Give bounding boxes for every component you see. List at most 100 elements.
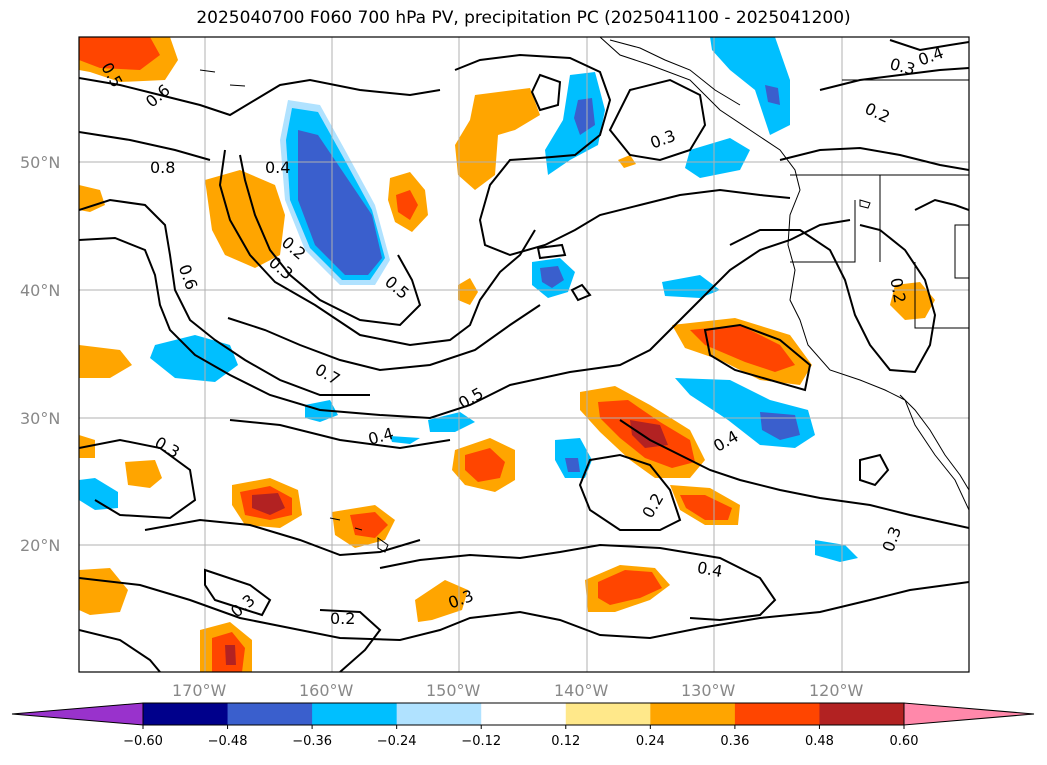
contour-label: 0.2 [886, 276, 909, 304]
pv-contour [79, 131, 211, 161]
coastline-layer [199, 37, 969, 553]
precip-negative-area [565, 458, 580, 472]
pv-contour [79, 577, 969, 642]
us-state-border [790, 200, 856, 263]
contour-label: 0.2 [330, 609, 355, 628]
contour-label: 0.8 [150, 158, 175, 177]
precip-positive-area [415, 580, 468, 622]
pv-contour [218, 149, 536, 347]
colorbar-segment [734, 703, 820, 725]
pv-contour [79, 219, 851, 420]
precip-negative-area [428, 412, 475, 432]
lon-label: 120°W [809, 681, 864, 700]
pv-contour [79, 198, 370, 396]
precip-positive-area [125, 460, 162, 488]
pv-contour [859, 453, 890, 487]
pv-contour [144, 518, 421, 557]
precip-positive-area [252, 493, 285, 515]
precip-negative-area [574, 98, 595, 135]
pv-contour [79, 629, 161, 672]
precip-negative-area [815, 540, 858, 562]
pv-contour [578, 453, 682, 531]
precip-positive-area [79, 185, 105, 212]
precip-positive-area [598, 570, 662, 605]
lat-label: 20°N [20, 536, 60, 555]
pv-contour [779, 146, 969, 171]
contour-label: 0.2 [862, 99, 893, 127]
precip-negative-area [685, 138, 750, 178]
colorbar-segment [312, 703, 398, 725]
colorbar-segment [565, 703, 651, 725]
precip-positive-area [890, 282, 935, 320]
precip-negative-area [662, 275, 720, 298]
precip-negative-area [298, 130, 382, 275]
pv-contour [536, 243, 567, 260]
pv-contour [703, 323, 812, 392]
colorbar-segment [143, 703, 229, 725]
precipitation-fill-layer [79, 37, 935, 672]
pv-contour [914, 198, 969, 211]
colorbar-segment [819, 703, 905, 725]
colorbar-extend-max [903, 702, 1035, 726]
precip-positive-area [350, 512, 388, 538]
lon-label: 130°W [681, 681, 736, 700]
contour-label: 0.3 [151, 433, 183, 462]
pv-contour [239, 154, 422, 327]
contour-label: 0.4 [710, 426, 742, 455]
hawaii-islands [329, 517, 389, 553]
precip-negative-area [390, 436, 420, 444]
pv-contour [204, 568, 272, 617]
precip-positive-area [455, 88, 540, 190]
precip-positive-area [680, 495, 732, 520]
colorbar-tick-label: 0.60 [890, 734, 919, 749]
us-state-border [914, 262, 969, 329]
pv-contour [319, 609, 382, 672]
us-state-border [954, 224, 969, 279]
precip-positive-area [79, 37, 160, 70]
lat-label: 30°N [20, 409, 60, 428]
pv-contour [229, 419, 451, 450]
pv-contour [608, 78, 707, 162]
precip-positive-area [225, 645, 236, 665]
contour-label: 0.3 [878, 524, 905, 554]
island [859, 199, 871, 209]
colorbar-tick-label: 0.24 [636, 734, 665, 749]
contour-label: 0.4 [696, 558, 724, 581]
precip-positive-area [630, 420, 668, 448]
aleutian-island [229, 84, 246, 87]
contour-label: 0.7 [312, 360, 344, 389]
contour-label: 0.4 [366, 424, 396, 449]
contour-label: 0.6 [175, 262, 202, 292]
colorbar-tick-label: 0.12 [551, 734, 580, 749]
precip-positive-area [690, 325, 795, 372]
pv-contour [227, 304, 541, 372]
precip-positive-area [465, 448, 505, 482]
contour-label: 0.3 [227, 590, 259, 621]
precip-negative-area [540, 266, 564, 288]
colorbar-tick-label: −0.24 [377, 734, 417, 749]
alaska-islands [609, 39, 741, 106]
north-america-coastline [599, 37, 969, 511]
lat-label: 50°N [20, 153, 60, 172]
map-title: 2025040700 F060 700 hPa PV, precipitatio… [196, 8, 851, 28]
lon-label: 160°W [299, 681, 354, 700]
lon-label: 170°W [172, 681, 227, 700]
contour-label: 0.3 [648, 126, 678, 153]
colorbar-tick-label: 0.48 [805, 734, 834, 749]
colorbar: −0.60 −0.48 −0.36 −0.24 −0.12 0.12 0.24 0.36 0.4… [11, 702, 1035, 749]
precip-negative-area [710, 37, 790, 135]
precip-positive-area [205, 170, 285, 268]
contour-label-layer: 0.5 0.6 0.8 0.4 0.2 0.3 0.6 0.7 0.4 0.5 … [97, 43, 946, 628]
colorbar-segment [481, 703, 567, 725]
contour-label: 0.6 [142, 80, 174, 111]
precip-negative-area [760, 412, 800, 440]
map-frame [78, 36, 970, 673]
colorbar-frame [142, 702, 905, 726]
colorbar-segment [650, 703, 736, 725]
colorbar-segment [227, 703, 313, 725]
precip-negative-area [675, 378, 815, 448]
precip-negative-area [150, 335, 238, 382]
lon-label: 140°W [554, 681, 609, 700]
contour-label: 0.5 [381, 272, 413, 303]
